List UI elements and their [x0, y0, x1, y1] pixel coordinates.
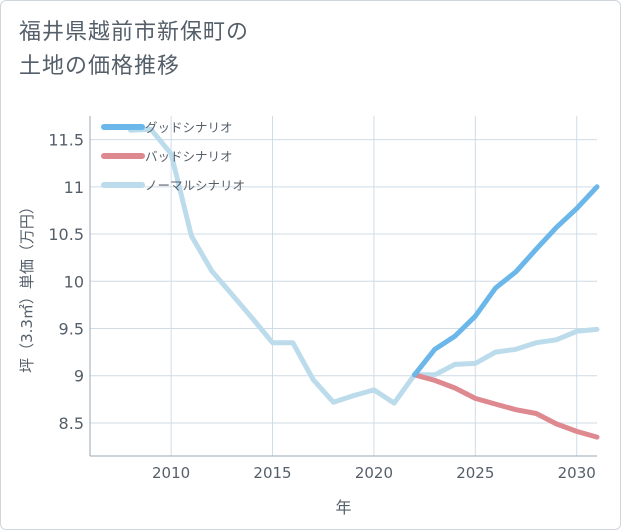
chart-title-line-2: 土地の価格推移 — [19, 54, 181, 79]
x-tick-label: 2030 — [558, 464, 596, 482]
chart-series — [128, 126, 600, 440]
chart-title: 福井県越前市新保町の 土地の価格推移 — [19, 16, 439, 84]
legend-label: バッドシナリオ — [145, 149, 233, 164]
y-tick-label: 10 — [64, 272, 84, 291]
normal-scenario-line — [128, 126, 600, 406]
y-tick-label: 9.5 — [59, 320, 84, 339]
legend-label: ノーマルシナリオ — [145, 178, 245, 193]
chart-axes: 2010 2015 2020 2025 2030 8.5 9 9.5 10 10.5 11 11.5 — [48, 116, 597, 482]
legend-label: グッドシナリオ — [145, 120, 233, 135]
y-tick-label: 11 — [64, 178, 84, 197]
y-tick-label: 9 — [74, 367, 84, 386]
good-scenario-line — [412, 184, 600, 378]
x-tick-label: 2010 — [152, 464, 190, 482]
y-tick-label: 11.5 — [48, 131, 84, 150]
x-axis-label: 年 — [335, 498, 351, 517]
x-tick-label: 2025 — [456, 464, 494, 482]
x-tick-label: 2015 — [253, 464, 291, 482]
y-tick-label: 10.5 — [48, 225, 84, 244]
legend-item-good: グッドシナリオ — [101, 120, 233, 135]
y-axis-label: 坪（3.3㎡）単価（万円） — [18, 199, 36, 373]
bad-scenario-line — [412, 372, 600, 440]
chart-title-line-1: 福井県越前市新保町の — [19, 20, 250, 45]
x-tick-label: 2020 — [355, 464, 393, 482]
legend-item-normal: ノーマルシナリオ — [101, 178, 245, 193]
chart-grid — [90, 116, 597, 456]
legend-item-bad: バッドシナリオ — [101, 149, 233, 164]
y-tick-label: 8.5 — [59, 414, 84, 433]
